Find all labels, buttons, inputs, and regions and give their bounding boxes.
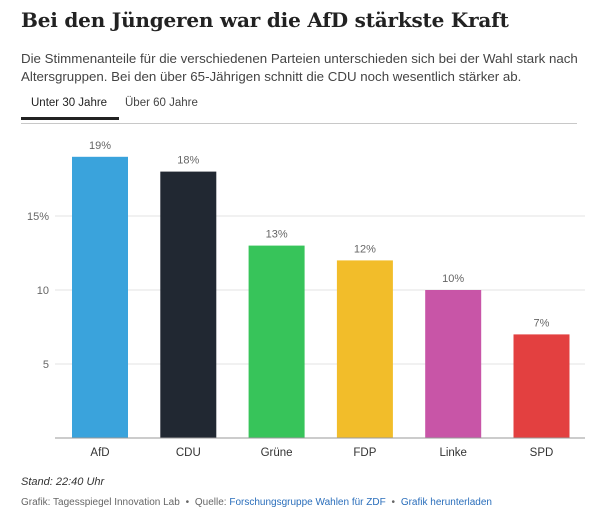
data-label: 13% (266, 229, 288, 241)
bar-chart: 5 10 15% 19% AfD 18% CDU 13% Grüne 12% FDP 10% Linke… (27, 140, 585, 459)
y-tick-label: 5 (43, 359, 49, 371)
x-tick-label: AfD (90, 447, 109, 459)
x-tick-label: FDP (353, 447, 376, 459)
footer: Grafik: Tagesspiegel Innovation Lab • Qu… (21, 497, 492, 508)
download-link[interactable]: Grafik herunterladen (400, 497, 492, 508)
data-label: 7% (534, 317, 550, 329)
credit: Grafik: Tagesspiegel Innovation Lab (21, 497, 180, 508)
data-label: 18% (177, 155, 199, 167)
timestamp: Stand: 22:40 Uhr (21, 476, 105, 488)
bars (72, 156, 570, 439)
separator: • (185, 497, 190, 508)
x-tick-label: Linke (439, 447, 467, 459)
data-label: 19% (89, 140, 111, 152)
bar-afd[interactable] (72, 156, 128, 439)
source-link[interactable]: Forschungsgruppe Wahlen für ZDF (229, 497, 386, 508)
bar-fdp[interactable] (336, 260, 393, 438)
bar-linke[interactable] (425, 290, 482, 438)
tab-ueber-60[interactable]: Über 60 Jahre (125, 97, 198, 109)
data-label: 10% (442, 273, 464, 285)
bar-grüne[interactable] (248, 245, 305, 438)
y-tick-label: 15% (27, 211, 49, 223)
bar-cdu[interactable] (160, 171, 217, 438)
separator: • (391, 497, 396, 508)
tab-unter-30[interactable]: Unter 30 Jahre (21, 97, 119, 120)
x-tick-label: SPD (530, 447, 554, 459)
x-tick-label: CDU (176, 447, 201, 459)
y-tick-label: 10 (37, 285, 49, 297)
gridlines (55, 215, 585, 365)
chart-title: Bei den Jüngeren war die AfD stärkste Kr… (21, 8, 509, 32)
x-tick-label: Grüne (261, 447, 293, 459)
data-label: 12% (354, 243, 376, 255)
bar-spd[interactable] (513, 334, 570, 438)
source-label: Quelle: (194, 497, 227, 508)
labels: 5 10 15% 19% AfD 18% CDU 13% Grüne 12% FDP 10% Linke… (27, 140, 553, 459)
age-group-tabs: Unter 30 Jahre Über 60 Jahre (21, 97, 577, 124)
chart-subtitle: Die Stimmenanteile für die verschiedenen… (21, 51, 578, 84)
